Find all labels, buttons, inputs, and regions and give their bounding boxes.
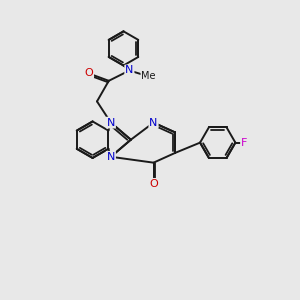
Text: F: F [241, 138, 247, 148]
Text: N: N [149, 118, 158, 128]
Text: O: O [84, 68, 93, 78]
Text: N: N [125, 65, 134, 76]
Text: N: N [107, 118, 115, 128]
Text: Me: Me [141, 71, 156, 81]
Text: O: O [149, 179, 158, 189]
Text: N: N [107, 152, 115, 162]
